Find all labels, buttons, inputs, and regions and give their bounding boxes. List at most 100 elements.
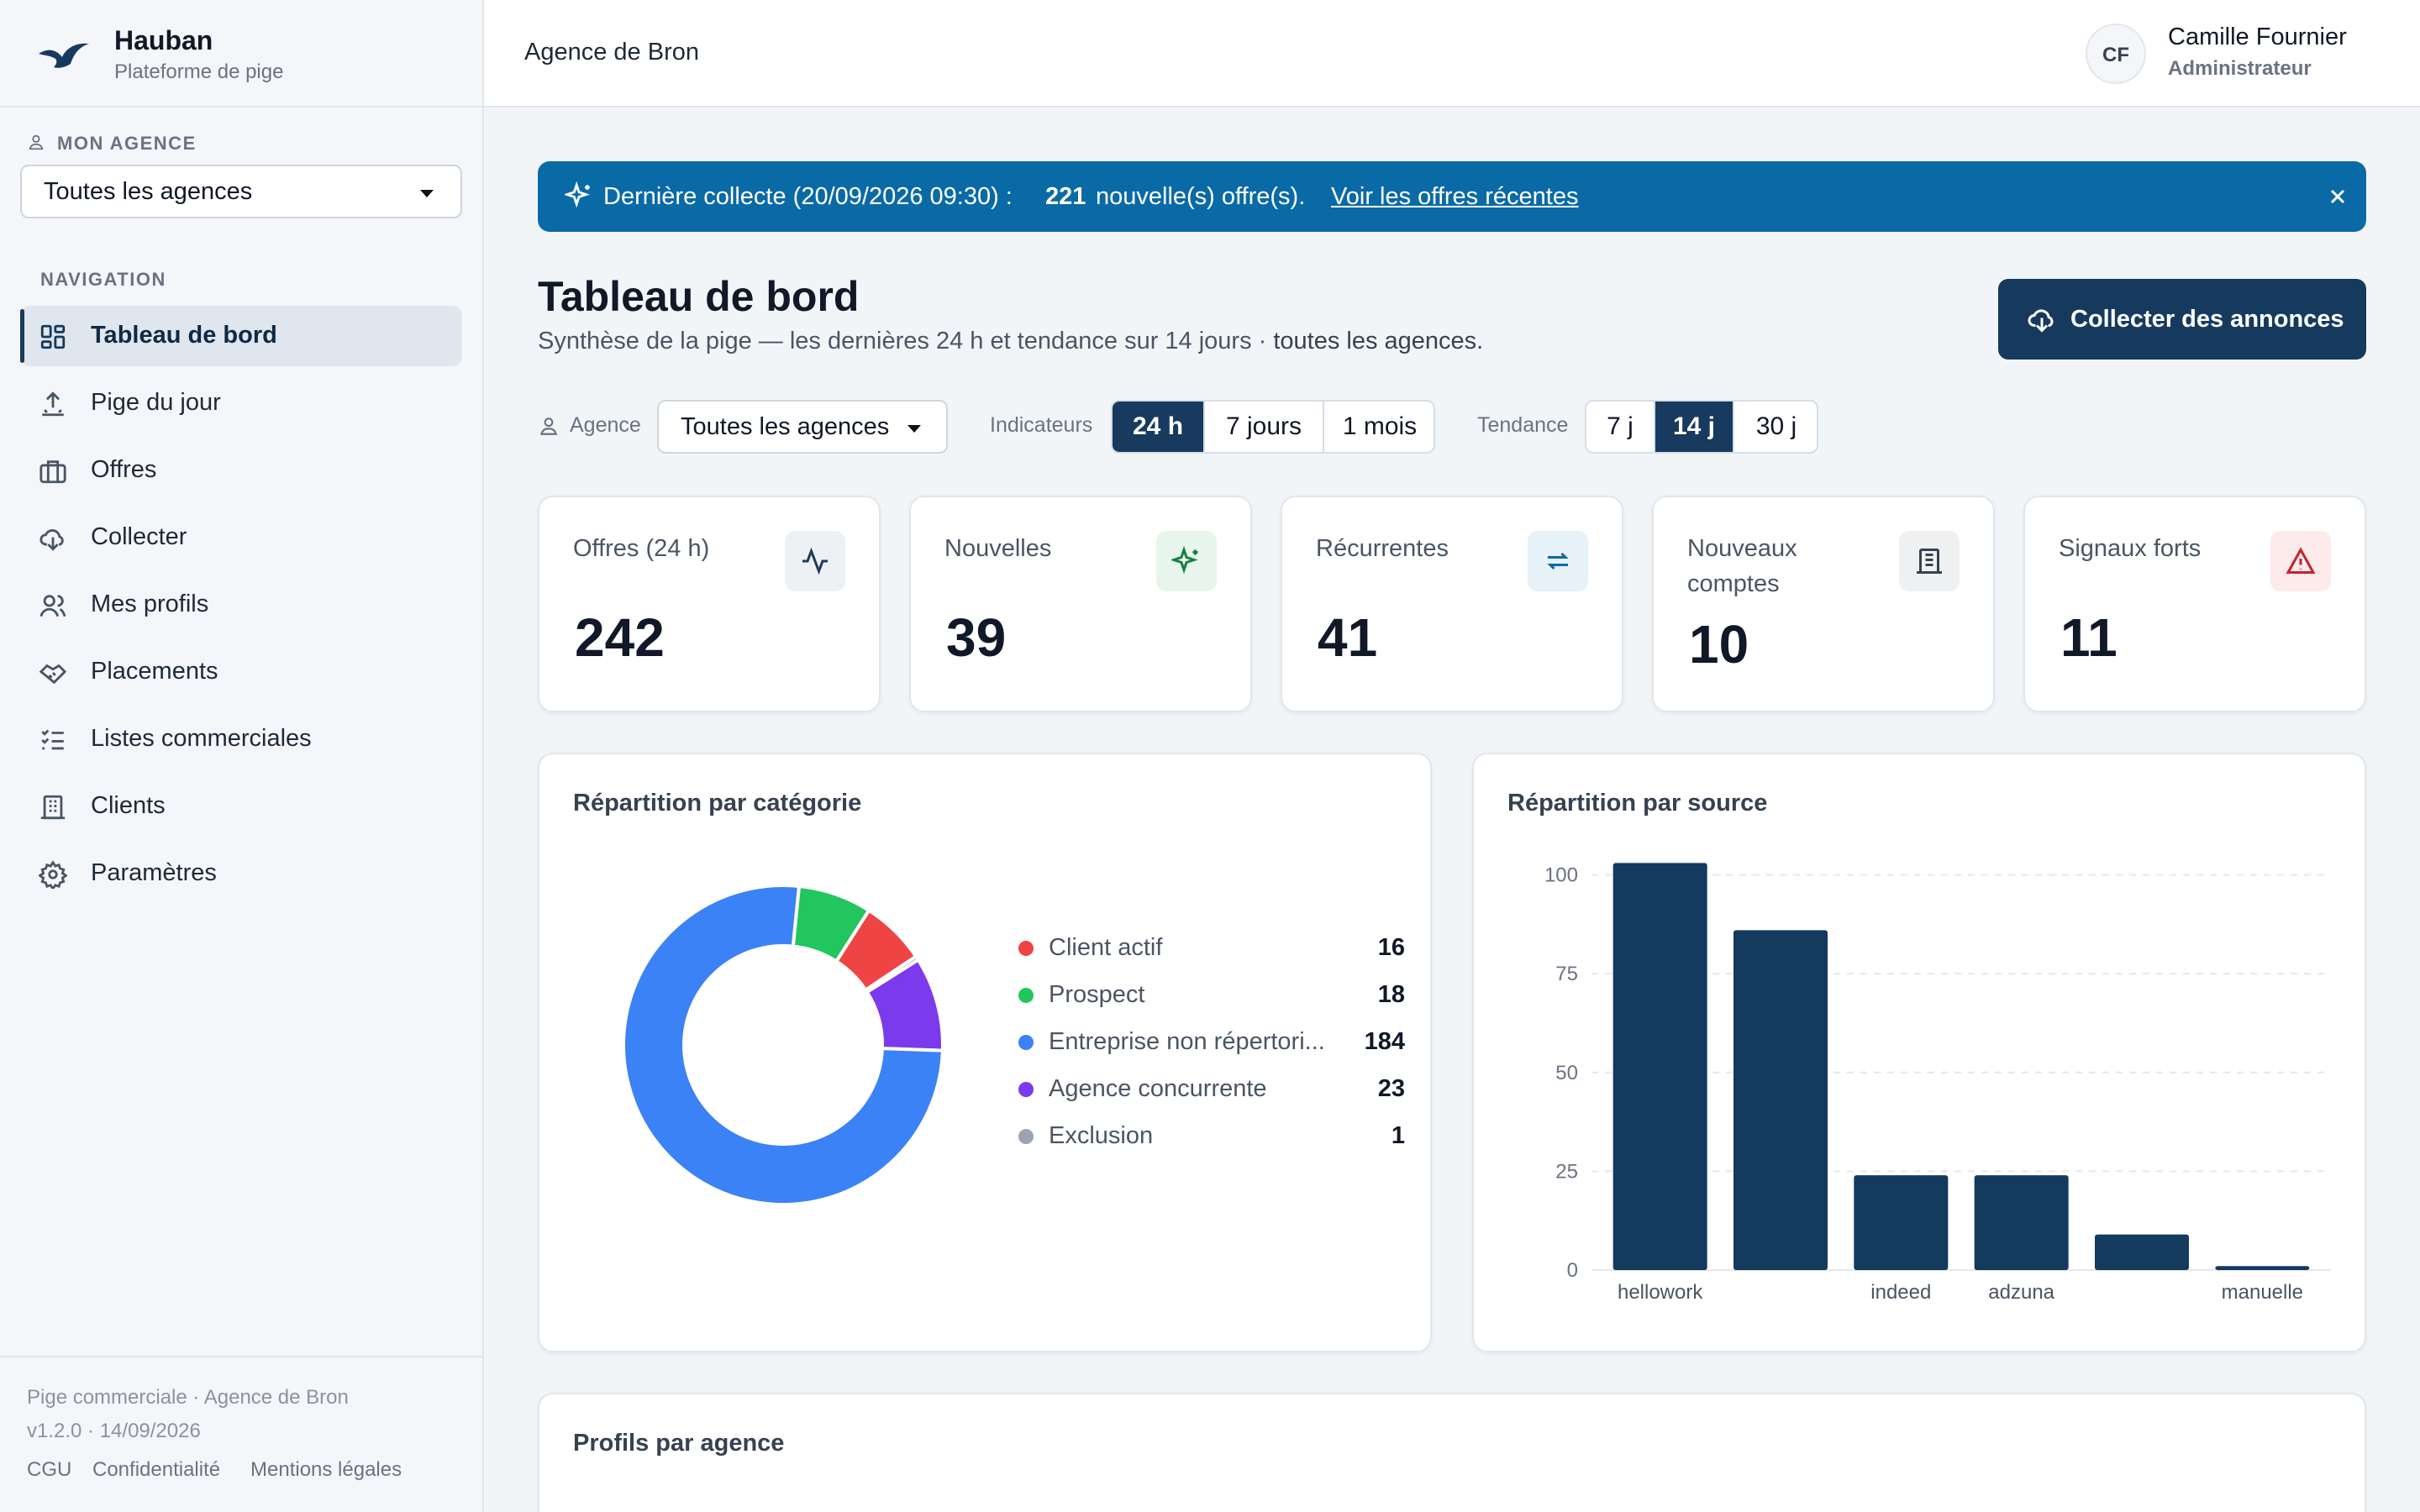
category-chart-title: Répartition par catégorie xyxy=(573,790,862,816)
legend-swatch xyxy=(1018,941,1034,956)
banner-count: 221 xyxy=(1045,183,1086,210)
kpi-value: 11 xyxy=(2060,607,2118,668)
kpi-label: Nouvelles xyxy=(944,535,1052,562)
divider xyxy=(0,1356,482,1357)
footer-link-mentions-legales[interactable]: Mentions légales xyxy=(250,1458,402,1481)
trend-option-14j[interactable]: 14 j xyxy=(1655,402,1734,452)
gear-icon xyxy=(39,860,67,889)
bar[interactable] xyxy=(1854,1175,1949,1270)
activity-icon xyxy=(785,531,845,591)
legend-value: 184 xyxy=(1364,1028,1405,1055)
banner-recent-offers-link[interactable]: Voir les offres récentes xyxy=(1331,183,1579,210)
category-chart-card: Répartition par catégorie Client actif 16… xyxy=(538,753,1432,1352)
bar[interactable] xyxy=(2215,1266,2310,1270)
bar[interactable] xyxy=(1733,930,1828,1270)
kpi-value: 242 xyxy=(575,607,665,668)
sidebar-item-mes-profils[interactable]: Mes profils xyxy=(20,575,462,635)
brand[interactable]: Hauban Plateforme de pige xyxy=(34,24,454,91)
sidebar-item-clients[interactable]: Clients xyxy=(20,776,462,837)
bird-logo-icon xyxy=(39,43,89,68)
topbar: Agence de Bron CF Camille Fournier Admin… xyxy=(484,0,2420,108)
indicator-option-24h[interactable]: 24 h xyxy=(1113,402,1205,452)
sidebar-item-dashboard[interactable]: Tableau de bord xyxy=(20,306,462,366)
trend-toggle: 7 j 14 j 30 j xyxy=(1585,400,1818,454)
kpi-label: Nouveaux comptes xyxy=(1687,535,1797,597)
trend-option-7j[interactable]: 7 j xyxy=(1586,402,1655,452)
sidebar-item-label: Tableau de bord xyxy=(91,322,277,349)
legend-item[interactable]: Agence concurrente 23 xyxy=(1018,1072,1405,1105)
user-pin-icon xyxy=(539,417,558,435)
agency-select[interactable]: Toutes les agences xyxy=(20,165,462,218)
user-name: Camille Fournier xyxy=(2168,24,2347,50)
trend-option-30j[interactable]: 30 j xyxy=(1755,412,1797,440)
user-role: Administrateur xyxy=(2168,57,2312,80)
source-chart-title: Répartition par source xyxy=(1507,790,1768,816)
kpi-label: Récurrentes xyxy=(1316,535,1449,562)
kpi-label: Signaux forts xyxy=(2059,535,2202,562)
kpi-card-signaux-forts[interactable]: Signaux forts 11 xyxy=(2023,496,2366,712)
sidebar-item-pige-du-jour[interactable]: Pige du jour xyxy=(20,373,462,433)
brand-subtitle: Plateforme de pige xyxy=(114,60,284,83)
legend-value: 1 xyxy=(1391,1122,1405,1149)
legend-label: Agence concurrente xyxy=(1049,1075,1267,1102)
legend-swatch xyxy=(1018,988,1034,1003)
indicators-label: Indicateurs xyxy=(990,413,1093,437)
sidebar-item-label: Placements xyxy=(91,658,218,685)
sidebar-item-label: Clients xyxy=(91,792,166,819)
caret-down-icon xyxy=(420,190,434,197)
user-menu[interactable]: CF Camille Fournier Administrateur xyxy=(2086,18,2388,91)
agency-filter-label: Agence xyxy=(570,413,641,437)
kpi-card-nouveaux-comptes[interactable]: Nouveaux comptes 10 xyxy=(1652,496,1995,712)
trend-label: Tendance xyxy=(1477,413,1569,437)
collect-ads-button[interactable]: Collecter des annonces xyxy=(1998,279,2366,360)
legend-item[interactable]: Exclusion 1 xyxy=(1018,1119,1405,1152)
legend-value: 23 xyxy=(1377,1075,1405,1102)
sidebar-item-label: Mes profils xyxy=(91,591,209,617)
kpi-card-nouvelles[interactable]: Nouvelles 39 xyxy=(909,496,1252,712)
bar[interactable] xyxy=(2095,1234,2189,1270)
footer-line-1: Pige commerciale · Agence de Bron xyxy=(27,1386,349,1409)
legend-item[interactable]: Client actif 16 xyxy=(1018,931,1405,964)
legend-label: Client actif xyxy=(1049,934,1163,961)
y-tick-label: 0 xyxy=(1567,1259,1578,1282)
agency-filter-select[interactable]: Toutes les agences xyxy=(657,400,948,454)
indicator-option-7-jours[interactable]: 7 jours xyxy=(1205,402,1324,452)
building-icon xyxy=(1899,531,1960,591)
bar[interactable] xyxy=(1612,863,1707,1270)
close-icon[interactable] xyxy=(2328,186,2348,207)
divider xyxy=(0,106,482,108)
sidebar-item-label: Collecter xyxy=(91,523,187,550)
legend-swatch xyxy=(1018,1035,1034,1050)
page-subtitle-scope: toutes les agences. xyxy=(1273,328,1484,354)
footer-link-confidentialite[interactable]: Confidentialité xyxy=(92,1458,221,1481)
sidebar-item-collecter[interactable]: Collecter xyxy=(20,507,462,568)
cloud-download-icon xyxy=(39,529,64,551)
sidebar-item-placements[interactable]: Placements xyxy=(20,642,462,702)
avatar: CF xyxy=(2086,24,2146,84)
footer-link-cgu[interactable]: CGU xyxy=(27,1458,72,1481)
agency-select-value: Toutes les agences xyxy=(44,178,253,205)
header-title: Agence de Bron xyxy=(524,39,699,66)
kpi-value: 39 xyxy=(946,607,1007,668)
y-tick-label: 75 xyxy=(1555,963,1578,985)
bar[interactable] xyxy=(1974,1175,2069,1270)
kpi-card-offres[interactable]: Offres (24 h) 242 xyxy=(538,496,881,712)
nav-section-label: NAVIGATION xyxy=(40,269,166,290)
sidebar-item-parametres[interactable]: Paramètres xyxy=(20,843,462,904)
legend-value: 16 xyxy=(1377,934,1405,961)
page-subtitle-text: Synthèse de la pige — les dernières 24 h… xyxy=(538,328,1274,354)
legend-item[interactable]: Entreprise non répertori... 184 xyxy=(1018,1025,1405,1058)
sidebar-item-label: Offres xyxy=(91,456,157,483)
main-content: Dernière collecte (20/09/2026 09:30) : 2… xyxy=(484,108,2420,1512)
donut-slice-2[interactable] xyxy=(622,884,944,1206)
repeat-icon xyxy=(1528,531,1588,591)
kpi-value: 10 xyxy=(1689,614,1749,675)
upload-icon xyxy=(42,391,64,417)
kpi-card-recurrentes[interactable]: Récurrentes 41 xyxy=(1281,496,1623,712)
y-tick-label: 25 xyxy=(1555,1160,1578,1183)
sidebar-item-offres[interactable]: Offres xyxy=(20,440,462,501)
legend-item[interactable]: Prospect 18 xyxy=(1018,978,1405,1011)
agency-filter-value: Toutes les agences xyxy=(681,413,890,440)
sidebar-item-listes-commerciales[interactable]: Listes commerciales xyxy=(20,709,462,769)
indicator-option-1-mois[interactable]: 1 mois xyxy=(1342,412,1418,440)
